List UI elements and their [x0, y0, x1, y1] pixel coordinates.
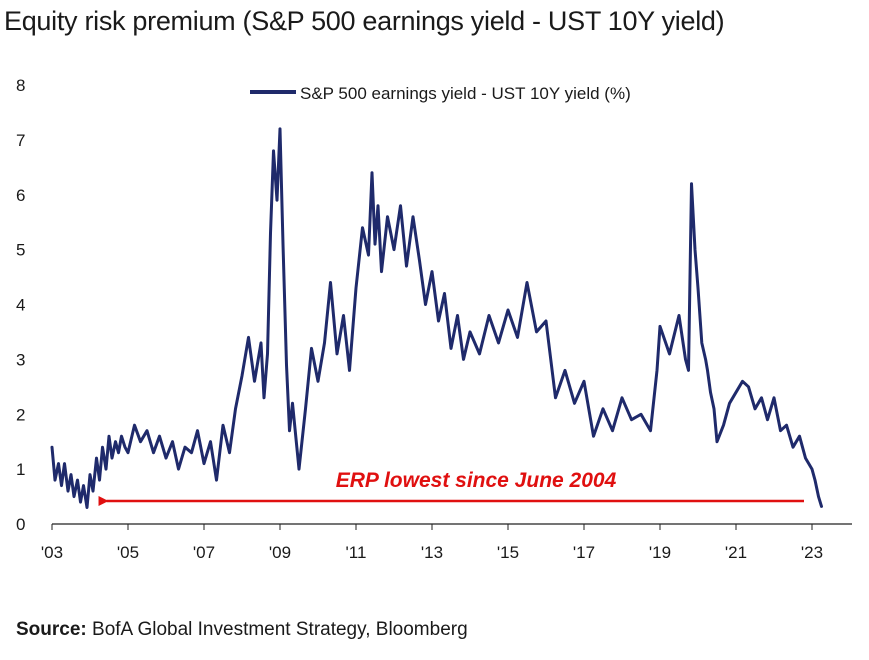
x-tick-label: '13 — [421, 543, 443, 562]
x-tick-label: '05 — [117, 543, 139, 562]
y-axis-ticks: 0 1 2 3 4 5 6 7 8 — [16, 76, 25, 534]
x-tick-label: '17 — [573, 543, 595, 562]
y-tick-label: 5 — [16, 241, 25, 260]
source-label: Source: — [16, 619, 87, 640]
x-tick-label: '21 — [725, 543, 747, 562]
y-tick-label: 3 — [16, 350, 25, 369]
y-tick-label: 0 — [16, 515, 25, 534]
source-note: Source: BofA Global Investment Strategy,… — [16, 619, 468, 641]
annotation-text: ERP lowest since June 2004 — [336, 469, 617, 492]
chart-title: Equity risk premium (S&P 500 earnings yi… — [4, 6, 725, 36]
x-tick-label: '11 — [346, 543, 367, 562]
x-axis-ticks: '03 '05 '07 '09 '11 '13 '15 '17 '19 '21 '23 — [41, 524, 823, 562]
legend-label: S&P 500 earnings yield - UST 10Y yield (… — [300, 84, 631, 103]
x-tick-label: '19 — [649, 543, 671, 562]
x-tick-label: '03 — [41, 543, 63, 562]
chart: 0 1 2 3 4 5 6 7 8 '03 '05 '07 '09 '11 '13 '15 '17 '19 '21… — [16, 76, 852, 562]
x-tick-label: '09 — [269, 543, 291, 562]
legend: S&P 500 earnings yield - UST 10Y yield (… — [250, 84, 631, 103]
y-tick-label: 6 — [16, 186, 25, 205]
x-tick-label: '15 — [497, 543, 519, 562]
y-tick-label: 1 — [16, 460, 25, 479]
x-tick-label: '07 — [193, 543, 215, 562]
y-tick-label: 2 — [16, 405, 25, 424]
y-tick-label: 8 — [16, 76, 25, 95]
source-text: BofA Global Investment Strategy, Bloombe… — [92, 619, 468, 640]
y-tick-label: 7 — [16, 131, 25, 150]
series-line-erp — [50, 127, 823, 509]
x-tick-label: '23 — [801, 543, 823, 562]
annotation: ERP lowest since June 2004 — [98, 469, 804, 506]
y-tick-label: 4 — [16, 296, 25, 315]
